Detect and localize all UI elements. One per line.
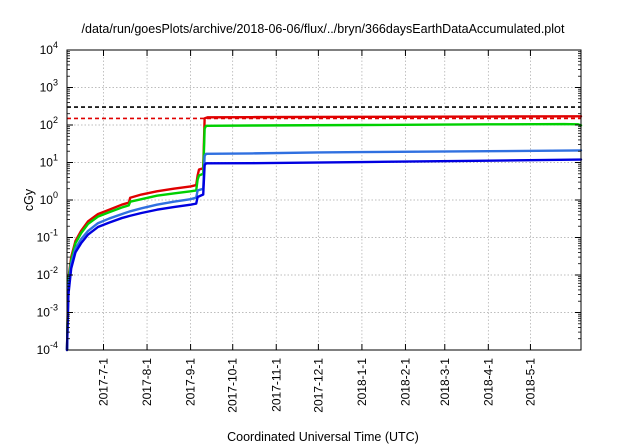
y-tick-label-base: 10 (40, 118, 54, 132)
chart-title: /data/run/goesPlots/archive/2018-06-06/f… (82, 22, 565, 36)
y-tick-label-base: 10 (37, 231, 51, 245)
y-tick-label-exponent: 3 (53, 78, 58, 88)
y-tick-label-base: 10 (37, 343, 51, 357)
y-tick-label-exponent: 2 (53, 115, 58, 125)
y-tick-label-base: 10 (40, 156, 54, 170)
y-tick-label-exponent: 4 (53, 40, 58, 50)
x-tick-label: 2017-10-1 (226, 358, 240, 413)
x-tick-label: 2017-11-1 (269, 358, 283, 412)
x-tick-label: 2018-1-1 (355, 358, 369, 406)
y-tick-label-base: 10 (40, 81, 54, 95)
x-tick-label: 2018-2-1 (398, 358, 412, 406)
x-tick-label: 2018-5-1 (523, 358, 537, 406)
y-tick-label-base: 10 (40, 193, 54, 207)
x-tick-label: 2017-12-1 (311, 358, 325, 413)
x-tick-label: 2018-3-1 (438, 358, 452, 406)
y-tick-label-exponent: -1 (50, 228, 58, 238)
x-axis-label: Coordinated Universal Time (UTC) (227, 430, 419, 444)
x-tick-label: 2017-9-1 (184, 358, 198, 406)
y-tick-label-exponent: 1 (53, 153, 58, 163)
y-tick-label-exponent: -4 (50, 340, 58, 350)
x-tick-label: 2017-8-1 (140, 358, 154, 406)
y-tick-label-base: 10 (40, 43, 54, 57)
y-tick-label-exponent: -3 (50, 303, 58, 313)
y-tick-label-exponent: -2 (50, 265, 58, 275)
y-tick-label-base: 10 (37, 306, 51, 320)
x-tick-label: 2017-7-1 (97, 358, 111, 406)
y-tick-label-base: 10 (37, 268, 51, 282)
y-tick-label-exponent: 0 (53, 190, 58, 200)
y-axis-label: cGy (22, 188, 36, 211)
x-tick-label: 2018-4-1 (481, 358, 495, 406)
